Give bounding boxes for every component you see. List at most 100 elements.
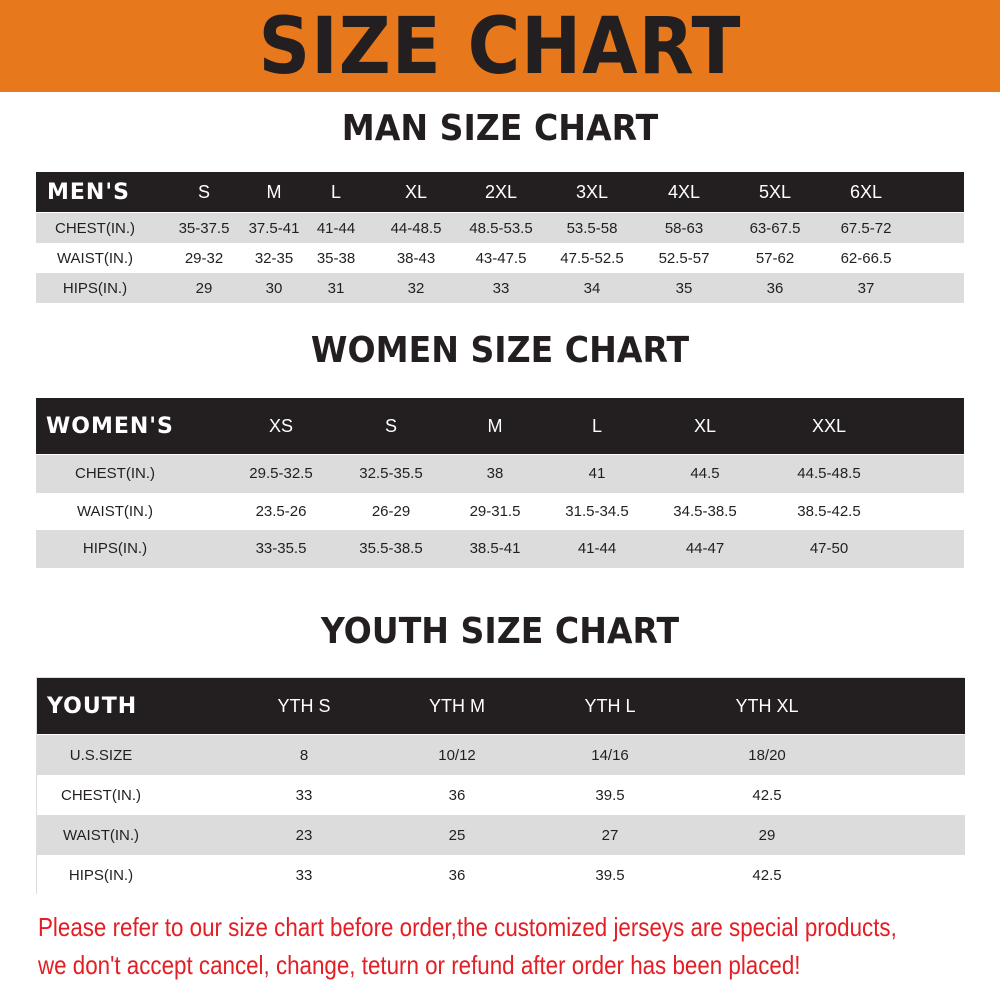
table-cell: 57-62 [755, 249, 795, 267]
table-cell: 44-48.5 [390, 219, 442, 237]
banner: SIZE CHART [0, 0, 1000, 92]
table-cell: 58-63 [664, 219, 704, 237]
table-cell: 23.5-26 [255, 502, 307, 520]
row-label: HIPS(IN.) [62, 279, 128, 297]
table-row: WAIST(IN.) 29-32 32-35 35-38 38-43 43-47.5 47.… [36, 243, 964, 273]
table-cell: 32 [407, 279, 425, 297]
table-cell: 23 [295, 826, 313, 844]
men-section-title: MAN SIZE CHART [341, 108, 659, 149]
table-cell: 53.5-58 [566, 219, 618, 237]
size-header: L [330, 181, 342, 202]
table-cell: 8 [299, 746, 309, 764]
table-cell: 41-44 [577, 540, 617, 558]
table-cell: 35-37.5 [178, 219, 230, 237]
table-cell: 18/20 [748, 746, 786, 764]
table-cell: 44.5 [690, 465, 720, 483]
table-cell: 48.5-53.5 [469, 219, 533, 237]
size-header: S [384, 415, 398, 436]
table-cell: 67.5-72 [840, 219, 892, 237]
table-row: CHEST(IN.) 33 36 39.5 42.5 [37, 775, 965, 815]
banner-title: SIZE CHART [258, 2, 742, 92]
men-header-label: MEN'S [47, 179, 130, 205]
table-cell: 63-67.5 [749, 219, 801, 237]
size-header: 4XL [667, 181, 701, 202]
size-header: YTH L [584, 695, 636, 716]
size-header: M [266, 181, 282, 202]
size-header: S [197, 181, 211, 202]
table-row: WAIST(IN.) 23 25 27 29 [37, 815, 965, 855]
row-label: WAIST(IN.) [62, 826, 140, 844]
size-header: YTH S [277, 695, 331, 716]
table-cell: 29 [195, 279, 213, 297]
row-label: U.S.SIZE [69, 746, 133, 764]
row-label: WAIST(IN.) [56, 249, 134, 267]
size-header: XXL [811, 415, 847, 436]
table-row: HIPS(IN.) 33 36 39.5 42.5 [37, 855, 965, 895]
table-cell: 37.5-41 [248, 219, 300, 237]
table-cell: 38 [486, 465, 504, 483]
table-cell: 42.5 [752, 866, 782, 884]
women-section-title: WOMEN SIZE CHART [310, 330, 690, 371]
youth-header-label: YOUTH [47, 693, 138, 719]
table-cell: 31.5-34.5 [565, 502, 629, 520]
size-header: YTH M [429, 695, 485, 716]
table-cell: 39.5 [595, 866, 625, 884]
table-row: CHEST(IN.) 29.5-32.5 32.5-35.5 38 41 44.5 44.5… [36, 455, 964, 493]
table-cell: 25 [448, 826, 466, 844]
table-cell: 33-35.5 [255, 540, 307, 558]
table-row: U.S.SIZE 8 10/12 14/16 18/20 [37, 735, 965, 775]
table-cell: 30 [265, 279, 283, 297]
table-cell: 62-66.5 [840, 249, 892, 267]
table-cell: 36 [766, 279, 784, 297]
notice-line-1: Please refer to our size chart before or… [38, 912, 897, 942]
size-header: YTH XL [735, 695, 799, 716]
table-cell: 35 [675, 279, 693, 297]
table-cell: 47-50 [809, 540, 849, 558]
table-cell: 32-35 [254, 249, 294, 267]
table-cell: 26-29 [371, 502, 411, 520]
table-row: HIPS(IN.) 29 30 31 32 33 34 35 36 37 [36, 273, 964, 303]
women-header-row: WOMEN'S XS S M L XL XXL [36, 398, 964, 454]
table-cell: 29-31.5 [469, 502, 521, 520]
row-label: WAIST(IN.) [76, 502, 154, 520]
table-cell: 14/16 [591, 746, 629, 764]
table-cell: 34.5-38.5 [673, 502, 737, 520]
table-cell: 37 [857, 279, 875, 297]
table-cell: 36 [448, 866, 466, 884]
size-header: XL [693, 415, 717, 436]
table-cell: 33 [295, 786, 313, 804]
youth-section-title: YOUTH SIZE CHART [320, 611, 680, 652]
table-cell: 44.5-48.5 [797, 465, 861, 483]
size-header: XS [268, 415, 294, 436]
table-cell: 44-47 [685, 540, 725, 558]
table-cell: 36 [448, 786, 466, 804]
size-header: XL [404, 181, 428, 202]
table-row: HIPS(IN.) 33-35.5 35.5-38.5 38.5-41 41-44 44-… [36, 530, 964, 568]
table-cell: 33 [295, 866, 313, 884]
table-cell: 29.5-32.5 [249, 465, 313, 483]
table-cell: 34 [583, 279, 601, 297]
table-cell: 41-44 [316, 219, 356, 237]
table-cell: 29 [758, 826, 776, 844]
size-header: L [591, 415, 603, 436]
table-cell: 39.5 [595, 786, 625, 804]
table-cell: 31 [327, 279, 345, 297]
row-label: CHEST(IN.) [75, 465, 155, 483]
size-header: 5XL [758, 181, 792, 202]
men-header-row: MEN'S S M L XL 2XL 3XL 4XL 5XL 6XL [36, 172, 964, 212]
youth-size-table: YOUTH YTH S YTH M YTH L YTH XL U.S.SIZE 8 10/12… [36, 677, 965, 895]
table-cell: 38.5-42.5 [797, 502, 861, 520]
row-label: HIPS(IN.) [82, 540, 148, 558]
table-cell: 42.5 [752, 786, 782, 804]
table-cell: 10/12 [438, 746, 476, 764]
table-cell: 41 [588, 465, 606, 483]
row-label: HIPS(IN.) [68, 866, 134, 884]
size-header: 6XL [849, 181, 883, 202]
table-cell: 29-32 [184, 249, 224, 267]
table-cell: 33 [492, 279, 510, 297]
row-label: CHEST(IN.) [61, 786, 141, 804]
table-cell: 43-47.5 [475, 249, 527, 267]
size-header: M [487, 415, 503, 436]
row-label: CHEST(IN.) [55, 219, 135, 237]
size-header: 2XL [484, 181, 518, 202]
